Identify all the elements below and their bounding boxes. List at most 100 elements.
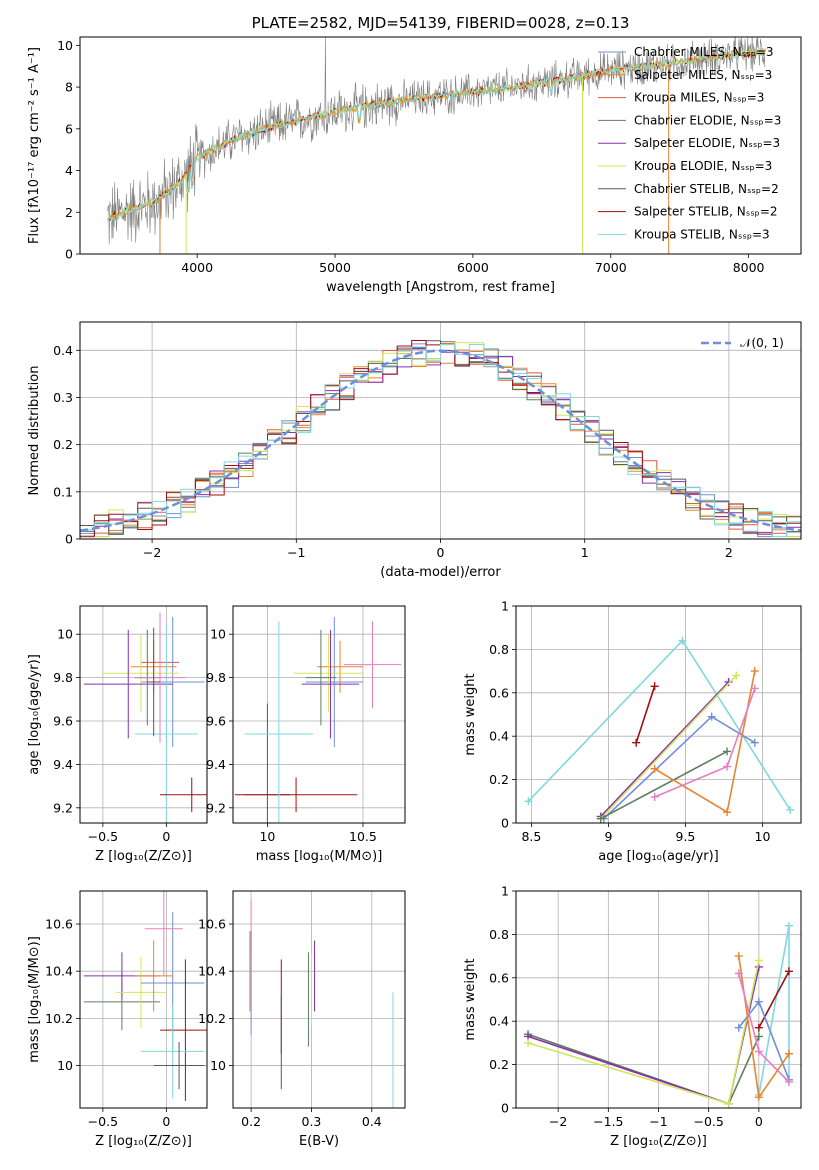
x-tick-label: 4000 [181, 260, 213, 275]
axes-frame [79, 321, 802, 540]
y-tick-label: 0.1 [53, 484, 73, 499]
legend-label-kroupa_miles: Kroupa MILES, Nₛₛₚ=3 [634, 91, 764, 105]
weight-marker-salpeter_miles [754, 1093, 763, 1102]
x-axis-label: Z [log₁₀(Z/Z⊙)] [95, 849, 192, 864]
weight-marker-chabrier_miles [750, 738, 759, 747]
y-tick-label: 0.6 [489, 685, 509, 700]
plot-area [249, 900, 394, 1108]
axes-frame [232, 605, 406, 824]
mass-vs-z-panel: −0.5 0 10 10.2 10.4 10.6 Z [log₁₀(Z/Z⊙)] mass [… [27, 890, 208, 1149]
axes-frame [79, 890, 208, 1109]
weight-marker-salpeter_stelib [784, 967, 793, 976]
weight-marker-extra_pink [750, 684, 759, 693]
y-axis-label: mass [log₁₀(M/M⊙)] [27, 936, 42, 1063]
weight-marker-chabrier_elodie [754, 1032, 763, 1041]
x-axis-label: (data-model)/error [380, 565, 501, 580]
x-tick-label: −0.5 [88, 1114, 118, 1129]
y-tick-label: 0.2 [489, 772, 509, 787]
axes-frame [232, 890, 406, 1109]
weight-marker-extra_pink [754, 1047, 763, 1056]
model-spectrum-kroupa_stelib [107, 47, 766, 222]
y-axis-label: mass weight [463, 958, 478, 1040]
y-tick-label: 0.4 [489, 729, 509, 744]
x-tick-label: 9.5 [676, 829, 696, 844]
y-axis-label: Normed distribution [27, 366, 42, 496]
x-tick-label: −0.5 [693, 1114, 723, 1129]
weight-marker-salpeter_miles [650, 764, 659, 773]
legend-label-salpeter_stelib: Salpeter STELIB, Nₛₛₚ=2 [634, 205, 778, 219]
y-tick-label: 0.8 [489, 927, 509, 942]
weight-line-salpeter_elodie [527, 966, 760, 1105]
x-tick-label: −1 [287, 545, 305, 560]
weight-line-kroupa_elodie [527, 960, 760, 1105]
y-tick-label: 9.2 [206, 800, 226, 815]
weight-marker-extra_pink [723, 762, 732, 771]
x-tick-label: 10 [259, 829, 275, 844]
x-tick-label: −1.5 [593, 1114, 623, 1129]
y-tick-label: 10.2 [45, 1011, 73, 1026]
normal-curve-line [80, 349, 801, 532]
weight-line-chabrier_elodie [600, 750, 728, 820]
x-tick-label: 10 [755, 829, 771, 844]
y-tick-label: 9.8 [53, 670, 73, 685]
weight-line-salpeter_stelib [758, 970, 790, 1029]
x-tick-label: 1 [581, 545, 589, 560]
weight-marker-chabrier_miles [754, 997, 763, 1006]
weight-marker-kroupa_elodie [732, 671, 741, 680]
x-tick-label: 7000 [595, 260, 627, 275]
weight-line-extra_pink [654, 688, 756, 798]
y-tick-label: 0.4 [53, 343, 73, 358]
plot-area [80, 340, 801, 538]
weight-marker-kroupa_stelib [784, 921, 793, 930]
weight-line-salpeter_elodie [600, 681, 730, 818]
y-axis-label: Flux [fλ10⁻¹⁷ erg cm⁻² s⁻¹ A⁻¹] [27, 47, 42, 244]
weight-marker-extra_pink [734, 969, 743, 978]
y-tick-label: 0.2 [53, 437, 73, 452]
x-tick-label: 0.4 [362, 1114, 382, 1129]
y-tick-label: 0.3 [53, 390, 73, 405]
weight-marker-salpeter_miles [750, 667, 759, 676]
y-tick-label: 10 [210, 1058, 226, 1073]
x-tick-label: 10.5 [349, 829, 377, 844]
y-tick-label: 9.4 [53, 757, 73, 772]
y-tick-label: 1 [501, 884, 509, 899]
x-tick-label: 0 [162, 829, 170, 844]
y-tick-label: 10.6 [45, 917, 73, 932]
weight-marker-salpeter_miles [784, 1049, 793, 1058]
weight-marker-kroupa_stelib [524, 797, 533, 806]
x-tick-label: 0 [437, 545, 445, 560]
weight-marker-kroupa_stelib [678, 636, 687, 645]
y-axis-label: mass weight [463, 673, 478, 755]
x-tick-label: −0.5 [88, 829, 118, 844]
x-tick-label: 0 [162, 1114, 170, 1129]
weight-marker-chabrier_miles [734, 1023, 743, 1032]
y-tick-label: 6 [65, 121, 73, 136]
x-tick-label: 2 [725, 545, 733, 560]
histogram-panel: −2 −1 0 1 2 0 0.1 0.2 0.3 0.4 (data-model)/error No… [27, 321, 802, 580]
x-axis-label: wavelength [Angstrom, rest frame] [326, 280, 555, 295]
legend-label-normal: 𝒩(0, 1) [740, 336, 784, 350]
weight-line-kroupa_stelib [527, 639, 791, 811]
x-tick-label: 6000 [457, 260, 489, 275]
chart-title: PLATE=2582, MJD=54139, FIBERID=0028, z=0… [252, 14, 630, 32]
y-tick-label: 0 [65, 247, 73, 262]
x-tick-label: 0 [755, 1114, 763, 1129]
plot-area [83, 891, 207, 1101]
age-vs-z-panel: −0.5 0 9.2 9.4 9.6 9.8 10 Z [log₁₀(Z/Z⊙)] age [l… [27, 605, 208, 864]
axes-frame [79, 36, 802, 255]
x-tick-label: 0.2 [241, 1114, 261, 1129]
x-axis-label: E(B-V) [299, 1134, 339, 1149]
y-tick-label: 10.6 [198, 917, 226, 932]
legend-label-chabrier_miles: Chabrier MILES, Nₛₛₚ=3 [634, 45, 774, 59]
x-tick-label: −2 [143, 545, 161, 560]
legend-label-kroupa_stelib: Kroupa STELIB, Nₛₛₚ=3 [634, 227, 770, 241]
legend-label-salpeter_elodie: Salpeter ELODIE, Nₛₛₚ=3 [634, 136, 780, 150]
x-tick-label: −1 [649, 1114, 667, 1129]
y-tick-label: 10 [57, 1058, 73, 1073]
y-tick-label: 0.6 [489, 970, 509, 985]
age-vs-mass-panel: 10 10.5 9.2 9.4 9.6 9.8 10 mass [log₁₀(M/M⊙)] [206, 605, 406, 864]
plot-area [107, 37, 766, 254]
plot-area [234, 616, 402, 823]
y-tick-label: 8 [65, 80, 73, 95]
